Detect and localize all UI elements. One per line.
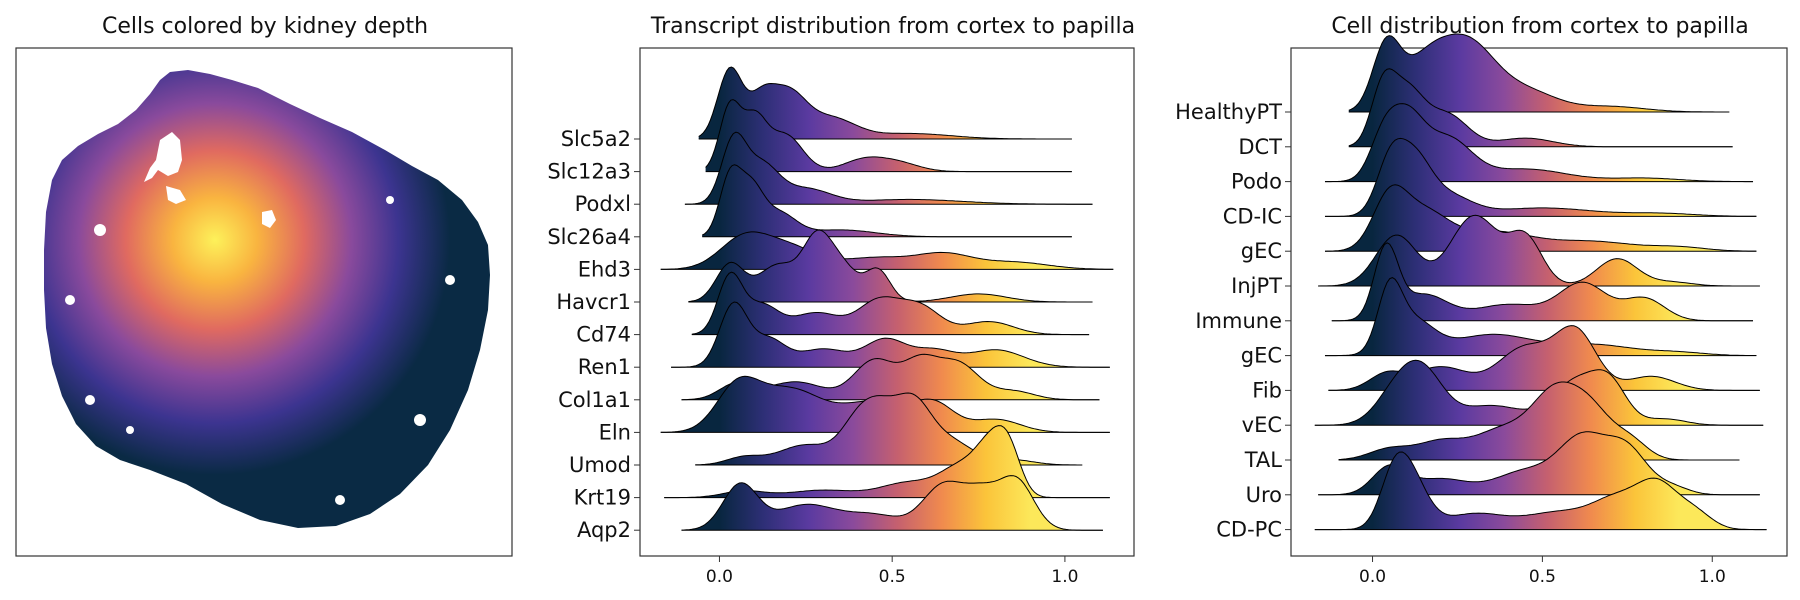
y-tick-label: gEC <box>1241 344 1282 368</box>
y-tick-label: Aqp2 <box>577 518 631 542</box>
y-tick-label: Immune <box>1195 309 1282 333</box>
y-tick-label: CD-PC <box>1216 518 1282 542</box>
y-tick-label: Podxl <box>575 192 631 216</box>
y-tick-label: DCT <box>1238 135 1282 159</box>
ridge-fill-podo <box>1325 103 1753 182</box>
x-tick-label: 1.0 <box>1699 567 1726 587</box>
y-tick-label: Podo <box>1231 170 1282 194</box>
y-tick-label: CD-IC <box>1223 204 1282 228</box>
ridge-fill-gec <box>1325 277 1757 356</box>
y-tick-label: Umod <box>569 453 631 477</box>
y-tick-label: Fib <box>1252 378 1282 402</box>
ridge-fill-vec <box>1314 360 1764 426</box>
ridge-outline-immune <box>1331 242 1753 322</box>
ridge-fill-slc5a2 <box>698 67 1072 139</box>
ridge-outline-gec <box>1324 184 1757 252</box>
spatial-title: Cells colored by kidney depth <box>101 14 429 39</box>
y-tick-label: Eln <box>599 420 631 444</box>
ridge-fill-umod <box>695 393 1083 465</box>
ridge-outline-cd-ic <box>1325 137 1757 217</box>
ridge-fill-fib <box>1328 325 1760 391</box>
ridge-fill-ehd3 <box>660 231 1114 270</box>
ridge-fill-tal <box>1338 382 1740 460</box>
y-tick-label: vEC <box>1242 413 1282 437</box>
x-tick-label: 0.5 <box>1529 567 1556 587</box>
y-tick-label: Uro <box>1246 483 1282 507</box>
ridge-outline-aqp2 <box>681 475 1103 531</box>
ridge2-frame <box>1290 47 1788 557</box>
y-tick-label: Ren1 <box>578 355 631 379</box>
ridge-outline-podo <box>1325 103 1753 183</box>
ridge-fill-ren1 <box>671 302 1110 368</box>
y-tick-label: Havcr1 <box>556 290 631 314</box>
ridge-fill-podxl <box>684 132 1093 205</box>
cells-title: Cell distribution from cortex to papilla <box>1331 14 1749 39</box>
x-tick-label: 0.0 <box>706 567 733 587</box>
y-tick-label: Ehd3 <box>578 257 631 281</box>
ridge-outline-cd74 <box>691 271 1090 336</box>
ridge-fill-dct <box>1348 68 1733 147</box>
tissue-holes <box>65 132 455 505</box>
y-tick-label: TAL <box>1244 448 1283 472</box>
ridge-fill-healthypt <box>1348 34 1730 112</box>
ridge-fill-cd-ic <box>1325 138 1757 217</box>
transcript-ridge-panel: Slc5a2 Slc12a3 Podxl Slc26a4 Ehd3 Havcr1 Cd74 R… <box>547 47 1135 587</box>
ridge-fill-havcr1 <box>688 230 1093 302</box>
ridge-fill-aqp2 <box>681 475 1103 531</box>
y-tick-label: Krt19 <box>574 486 631 510</box>
y-tick-label: Slc5a2 <box>561 127 631 151</box>
x-tick-label: 1.0 <box>1051 567 1078 587</box>
ridge-fill-cd74 <box>691 272 1090 335</box>
ridge-fill-cd-pc <box>1314 452 1767 530</box>
spatial-panel <box>15 47 513 557</box>
kidney-section <box>44 70 490 528</box>
y-tick-label: Slc12a3 <box>547 160 631 184</box>
ridge-outline-healthypt <box>1348 33 1730 113</box>
y-tick-label: gEC <box>1241 239 1282 263</box>
ridge-fill-slc26a4 <box>702 164 1072 237</box>
y-tick-label: InjPT <box>1231 274 1282 298</box>
ridge-fill-gec <box>1325 184 1757 252</box>
y-tick-label: Col1a1 <box>558 388 631 412</box>
ridge-outline-injpt <box>1318 214 1760 287</box>
ridge-outline-ehd3 <box>660 231 1114 270</box>
x-tick-label: 0.0 <box>1359 567 1386 587</box>
y-tick-label: Slc26a4 <box>547 225 631 249</box>
x-tick-label: 0.5 <box>879 567 906 587</box>
ridge-outline-havcr1 <box>688 229 1093 303</box>
transcripts-title: Transcript distribution from cortex to p… <box>650 14 1136 39</box>
ridge-outline-tal <box>1338 381 1740 461</box>
cell-ridge-panel: HealthyPT DCT Podo CD-IC gEC InjPT Immune gEC Fi… <box>1175 33 1788 587</box>
ridge-fill-immune <box>1331 242 1753 321</box>
ridge-fill-slc12a3 <box>705 99 1072 172</box>
ridge-outline-ren1 <box>671 301 1110 368</box>
y-tick-label: HealthyPT <box>1175 100 1282 124</box>
ridge-outline-gec <box>1325 277 1757 357</box>
y-tick-label: Cd74 <box>576 323 631 347</box>
ridge-outline-cd-pc <box>1314 451 1767 531</box>
